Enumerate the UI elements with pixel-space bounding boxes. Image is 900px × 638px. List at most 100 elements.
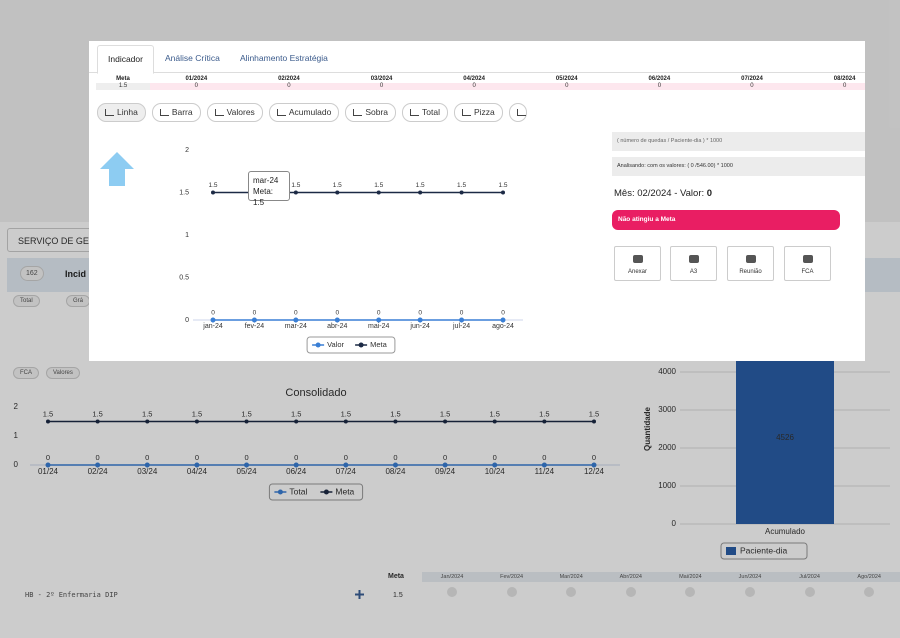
data-label: 0 <box>244 453 248 462</box>
action-button[interactable]: FCA <box>784 246 831 281</box>
month-header: Ago/2024 <box>857 574 881 580</box>
x-tick-label: 08/24 <box>385 467 406 476</box>
action-label: Reunião <box>739 269 762 275</box>
action-button[interactable]: Reunião <box>727 246 774 281</box>
pill[interactable]: Valores <box>46 367 80 379</box>
point <box>492 462 498 468</box>
data-label: 1.5 <box>539 409 549 418</box>
month-header: Abr/2024 <box>619 574 642 580</box>
chart-button[interactable]: Valores <box>206 103 263 122</box>
data-label: 1.5 <box>589 409 599 418</box>
data-label: 1.5 <box>333 182 342 189</box>
month-cell <box>447 587 457 597</box>
point <box>442 462 448 468</box>
point <box>334 317 340 323</box>
month-header: Mai/2024 <box>679 574 702 580</box>
y-tick-label: 2 <box>14 402 19 411</box>
pill[interactable]: FCA <box>13 367 39 379</box>
data-label: 1.5 <box>92 409 102 418</box>
plus <box>355 590 364 599</box>
chart-button[interactable]: Barra <box>151 103 201 122</box>
data-label: 0 <box>418 310 422 317</box>
data-label: 1.5 <box>390 409 400 418</box>
x-tick-label: 03/24 <box>137 467 158 476</box>
data-label: 1.5 <box>457 182 466 189</box>
plus-icon[interactable] <box>355 588 364 599</box>
x-tick-label: 11/24 <box>535 467 555 476</box>
tab[interactable]: Análise Crítica <box>165 53 220 63</box>
chart-button[interactable]: Linha <box>97 103 146 122</box>
legend-label: Meta <box>335 486 354 496</box>
data-label: 0 <box>443 453 447 462</box>
point <box>492 419 497 424</box>
legend-dot <box>315 342 321 348</box>
point <box>392 462 398 468</box>
pdf-button[interactable] <box>508 103 527 122</box>
y-axis-label: Quantidade <box>643 406 652 451</box>
table-cell: 0 <box>520 83 614 90</box>
data-label: 1.5 <box>291 182 300 189</box>
data-label: 0 <box>253 310 257 317</box>
legend-dot <box>323 489 329 495</box>
action-button[interactable]: A3 <box>670 246 717 281</box>
point <box>343 419 348 424</box>
point <box>542 419 547 424</box>
data-label: 1.5 <box>241 409 251 418</box>
tab[interactable]: Indicador <box>97 45 154 74</box>
analysis: Analisando: com os valores: ( 0 /546.00)… <box>612 157 865 176</box>
tab[interactable]: Alinhamento Estratégia <box>240 53 328 63</box>
table-cell: 0 <box>427 83 521 90</box>
chart-button[interactable]: Pizza <box>454 103 503 122</box>
table-header: 06/2024 <box>648 76 671 82</box>
table-cell: 0 <box>150 83 243 90</box>
chart-button[interactable]: Total <box>402 103 448 122</box>
month-header: Jul/2024 <box>799 574 820 580</box>
table-header: 08/2024 <box>833 76 856 82</box>
point <box>591 462 597 468</box>
action-label: FCA <box>801 269 814 275</box>
x-tick-label: mai-24 <box>368 323 390 330</box>
y-tick-label: 3000 <box>658 405 676 414</box>
tab-label[interactable]: Incid <box>65 269 87 279</box>
point <box>95 419 100 424</box>
tooltip-text: Meta: 1.5 <box>253 187 274 207</box>
data-label: 0 <box>294 453 298 462</box>
toggle[interactable]: Total <box>13 295 40 307</box>
chart-button[interactable]: Sobra <box>345 103 397 122</box>
table-cell: 0 <box>798 83 865 90</box>
action-button[interactable]: Anexar <box>614 246 661 281</box>
point <box>251 317 257 323</box>
legend-dot <box>358 342 364 348</box>
point <box>210 317 216 323</box>
month-label: Mês: 02/2024 - Valor: <box>614 188 705 199</box>
point <box>46 419 50 424</box>
legend-box <box>268 483 364 501</box>
x-tick-label: 04/24 <box>187 467 208 476</box>
data-label: 0 <box>46 453 50 462</box>
tab-border <box>89 72 865 73</box>
x-tick-label: 05/24 <box>237 467 258 476</box>
data-label: 0 <box>344 453 348 462</box>
point <box>417 317 423 323</box>
point <box>459 317 465 323</box>
data-label: 0 <box>493 453 497 462</box>
month-cell <box>625 587 636 597</box>
month-cell <box>506 587 517 597</box>
chart-button[interactable]: Acumulado <box>268 103 340 122</box>
modal: Indicador Análise Crítica Alinhamento Es… <box>89 41 865 361</box>
x-tick-label: 09/24 <box>435 467 456 476</box>
point <box>293 462 299 468</box>
legend-box <box>306 336 396 354</box>
point <box>376 317 382 323</box>
data-label: 1.5 <box>142 409 152 418</box>
data-label: 0 <box>460 310 464 317</box>
month-cell <box>745 587 755 597</box>
legend-label: Meta <box>370 340 388 349</box>
data-label: 1.5 <box>498 182 507 189</box>
legend-label: Paciente-dia <box>740 545 788 555</box>
y-tick-label: 4000 <box>658 367 676 376</box>
table-header-bg <box>422 572 900 582</box>
data-label: 0 <box>211 310 215 317</box>
